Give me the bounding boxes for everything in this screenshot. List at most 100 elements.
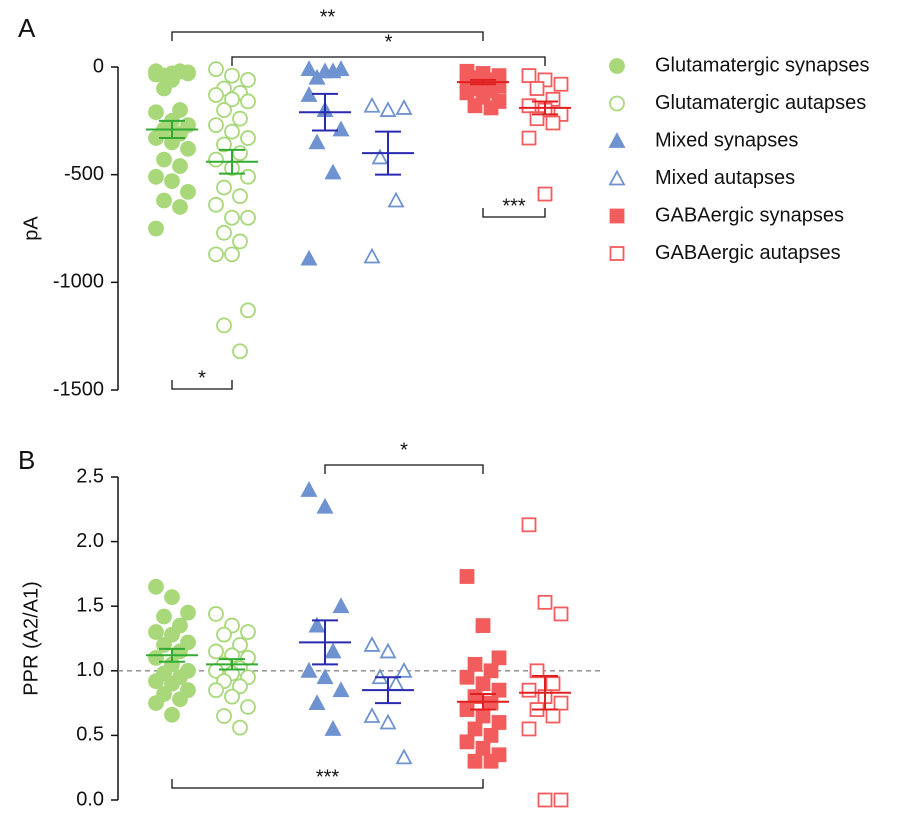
significance-label: *** [316,766,340,788]
data-point [363,96,381,113]
data-point [521,682,537,698]
data-point [224,246,240,263]
data-point [232,343,248,360]
data-point [363,636,381,652]
data-point [553,695,569,711]
data-point [216,317,232,334]
data-point [164,173,180,190]
legend-entry: GABAergic autapses [609,242,841,264]
significance-bracket [324,464,484,474]
data-point [324,62,342,79]
significance-label: * [385,31,393,53]
significance-bracket [231,56,546,66]
legend-entry: Glutamatergic autapses [609,92,866,114]
data-point [240,130,256,146]
data-point [387,674,405,691]
data-point [308,133,326,150]
data-point [300,481,318,497]
data-point [216,102,232,118]
data-point [467,98,483,114]
data-point [240,699,256,715]
data-point [172,158,188,174]
data-point [240,72,256,88]
data-point [332,597,350,614]
series-group [300,60,350,266]
data-point [395,99,413,115]
data-point [232,110,248,127]
significance-bracket [171,380,233,390]
data-point [363,247,381,264]
data-point [156,192,172,209]
data-point [164,626,180,643]
data-point [148,168,164,185]
data-point [467,656,483,672]
data-point [553,606,569,622]
series-group [208,606,256,736]
legend-label: GABAergic autapses [655,242,841,264]
data-point [164,675,180,692]
data-point [521,98,537,114]
data-point [148,649,164,666]
y-tick-label: 1.5 [76,594,104,616]
series-group [459,63,507,116]
data-point [332,681,350,698]
data-point [224,91,240,108]
data-point [553,76,569,92]
legend-label: Mixed autapses [655,167,795,189]
data-point [232,188,248,205]
series-group [208,61,256,360]
data-point [459,669,475,685]
data-point [172,691,188,708]
data-point [208,246,224,263]
data-point [240,93,256,110]
data-point [316,668,334,685]
data-point [387,191,405,208]
data-point [208,682,224,699]
data-point [232,637,248,653]
legend-label: GABAergic synapses [655,204,844,226]
data-point [363,707,381,723]
data-point [172,102,188,118]
data-point [216,179,232,196]
data-point [172,199,188,215]
y-tick-label: -1000 [53,271,104,293]
data-point [521,68,537,84]
data-point [232,233,248,250]
panel-label: B [18,445,35,475]
data-point [240,168,256,185]
data-point [208,117,224,134]
data-point [300,249,318,266]
significance-bracket [482,208,546,218]
y-axis-label: pA [20,216,42,241]
data-point [240,624,256,640]
legend-label: Glutamatergic autapses [655,92,866,114]
data-point [224,123,240,140]
data-point [316,497,334,514]
data-point [156,80,172,97]
series-group [300,481,350,736]
data-point [156,151,172,168]
data-point [308,68,326,85]
data-point [467,753,483,769]
data-point [467,721,483,737]
data-point [300,661,318,678]
significance-label: * [400,439,408,461]
data-point [483,695,499,711]
data-point [521,517,537,533]
data-point [483,100,499,116]
legend-label: Mixed synapses [655,129,798,151]
legend-entry: Mixed synapses [608,129,798,151]
data-point [529,663,545,679]
data-point [475,676,491,692]
data-point [240,302,256,319]
data-point [164,706,180,723]
data-point [483,753,499,769]
data-point [545,115,561,131]
data-point [491,715,507,730]
y-tick-label: 0.5 [76,724,104,746]
legend-marker [609,95,625,112]
data-point [545,676,561,692]
data-point [208,87,224,103]
data-point [224,688,240,705]
data-point [300,60,318,77]
